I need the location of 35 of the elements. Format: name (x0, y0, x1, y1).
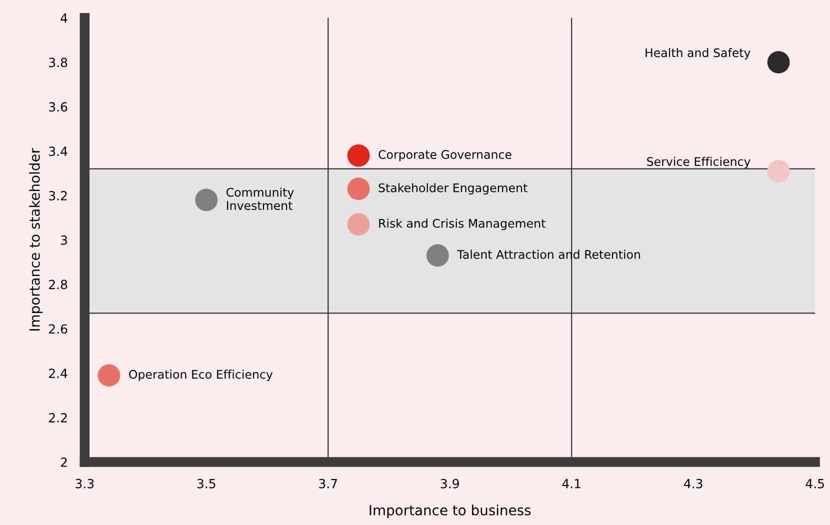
point (98, 364, 120, 387)
y-tick-label: 2.6 (49, 324, 68, 334)
annotation: Operation Eco Efficiency (129, 370, 273, 382)
x-tick-label: 3.5 (197, 478, 216, 488)
x-tick-label: 4.3 (684, 478, 702, 488)
y-tick-label: 4 (60, 13, 68, 23)
y-tick-label: 3.6 (49, 102, 68, 112)
point (347, 213, 370, 236)
y-tick-label: 2.2 (49, 413, 67, 422)
point (347, 178, 370, 200)
y-tick-label: 3 (60, 235, 67, 245)
annotation: Stakeholder Engagement (378, 183, 528, 195)
x-tick-label: 4.1 (562, 479, 580, 488)
annotation: Service Efficiency (647, 156, 750, 168)
point (767, 51, 790, 74)
annotation: Health and Safety (646, 48, 750, 60)
y-tick-label: 2 (60, 457, 67, 467)
annotation: Corporate Governance (378, 150, 512, 162)
x-tick-label: 3.9 (440, 478, 459, 488)
annotation: Community Investment (226, 188, 294, 210)
y-axis-title: Importance to stakeholder (29, 148, 43, 330)
point (426, 244, 449, 267)
point (767, 160, 790, 182)
point (195, 188, 218, 212)
y-tick-label: 3.2 (49, 190, 67, 200)
annotation: Risk and Crisis Management (379, 218, 546, 230)
x-tick-label: 4.5 (806, 479, 824, 488)
y-tick-label: 2.4 (49, 368, 68, 378)
x-axis-title: Importance to business (370, 504, 531, 518)
x-tick-label: 3.7 (319, 478, 337, 488)
x-tick-label: 3.3 (76, 478, 94, 488)
y-tick-label: 3.8 (49, 58, 68, 68)
y-tick-label: 2.8 (49, 280, 68, 290)
y-tick-label: 3.4 (49, 146, 68, 156)
point (347, 144, 370, 167)
